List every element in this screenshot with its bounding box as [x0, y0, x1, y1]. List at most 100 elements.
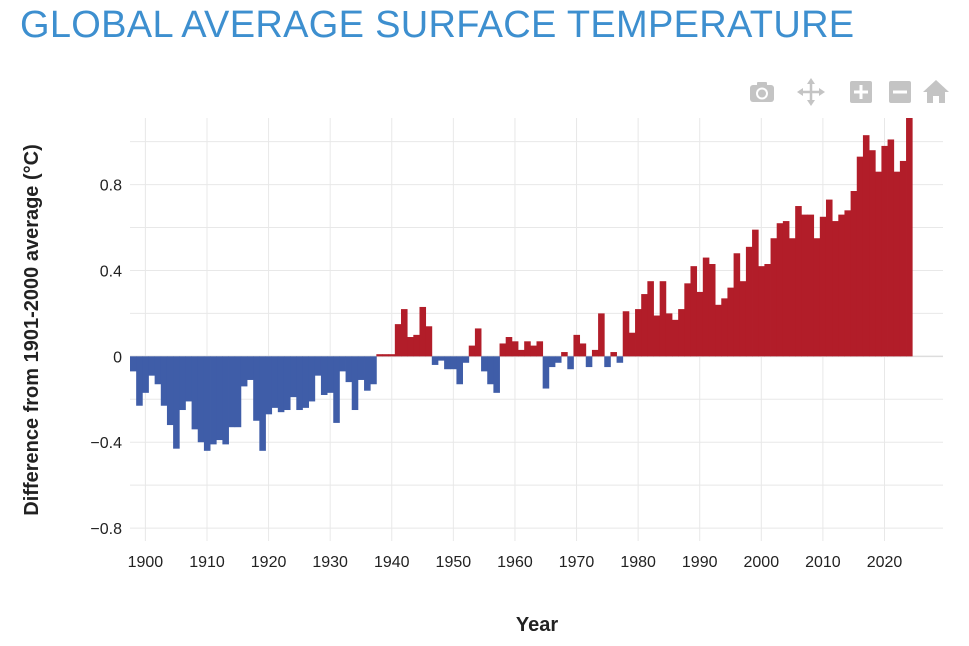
bar-1915[interactable]: [234, 356, 242, 428]
bar-1954[interactable]: [474, 328, 482, 357]
bar-1962[interactable]: [524, 341, 531, 357]
bar-1912[interactable]: [216, 356, 223, 441]
bar-1970[interactable]: [573, 334, 581, 357]
bar-1930[interactable]: [327, 356, 334, 393]
bar-1975[interactable]: [604, 356, 611, 368]
bar-1929[interactable]: [320, 356, 328, 395]
bar-1923[interactable]: [283, 356, 291, 411]
bar-2019[interactable]: [875, 171, 882, 357]
bar-1957[interactable]: [493, 356, 500, 393]
bar-1931[interactable]: [333, 356, 340, 423]
bar-2016[interactable]: [856, 156, 864, 357]
bar-1985[interactable]: [665, 313, 673, 357]
bar-1941[interactable]: [394, 324, 402, 357]
bar-1900[interactable]: [142, 356, 149, 393]
zoom-in-button[interactable]: [845, 76, 877, 108]
bar-1987[interactable]: [678, 309, 685, 357]
bar-2012[interactable]: [832, 221, 839, 357]
bar-1920[interactable]: [265, 356, 273, 415]
bar-1980[interactable]: [635, 309, 642, 357]
bar-2007[interactable]: [801, 214, 808, 357]
bar-1942[interactable]: [401, 309, 408, 357]
bar-1905[interactable]: [173, 356, 180, 449]
bar-2017[interactable]: [862, 135, 870, 357]
bar-2015[interactable]: [850, 191, 858, 357]
bar-1989[interactable]: [690, 266, 698, 357]
bar-2020[interactable]: [881, 145, 888, 357]
bar-1973[interactable]: [591, 349, 599, 357]
bar-2009[interactable]: [813, 238, 821, 357]
bar-1917[interactable]: [247, 356, 254, 380]
bar-2006[interactable]: [795, 206, 802, 357]
bar-1993[interactable]: [715, 304, 722, 357]
zoom-out-button[interactable]: [884, 76, 916, 108]
bar-1972[interactable]: [585, 356, 593, 368]
bar-1948[interactable]: [437, 356, 445, 361]
bar-1959[interactable]: [505, 337, 513, 357]
bar-2011[interactable]: [825, 199, 833, 357]
pan-button[interactable]: [795, 76, 827, 108]
bar-1982[interactable]: [647, 281, 654, 357]
bar-1956[interactable]: [487, 356, 494, 385]
bar-1976[interactable]: [610, 352, 617, 357]
bar-1934[interactable]: [351, 356, 359, 411]
bar-1949[interactable]: [444, 356, 451, 370]
bar-1921[interactable]: [271, 356, 279, 408]
bar-1966[interactable]: [548, 356, 556, 368]
bar-1925[interactable]: [296, 356, 303, 411]
bar-1958[interactable]: [499, 343, 507, 357]
bar-1906[interactable]: [179, 356, 186, 411]
bar-1922[interactable]: [277, 356, 285, 413]
bar-1955[interactable]: [481, 356, 488, 372]
bar-1953[interactable]: [468, 345, 476, 357]
camera-button[interactable]: [746, 76, 778, 108]
bar-2008[interactable]: [807, 214, 815, 357]
bar-1926[interactable]: [302, 356, 310, 408]
bar-2004[interactable]: [782, 221, 790, 357]
bar-1932[interactable]: [339, 356, 346, 372]
bar-2003[interactable]: [776, 223, 784, 357]
bar-2010[interactable]: [819, 216, 827, 357]
bar-1914[interactable]: [228, 356, 236, 428]
bar-1907[interactable]: [185, 356, 192, 402]
bar-2013[interactable]: [838, 214, 845, 357]
bar-1938[interactable]: [376, 354, 383, 357]
bar-2021[interactable]: [887, 139, 895, 357]
bar-1967[interactable]: [554, 356, 562, 363]
bar-2000[interactable]: [758, 266, 765, 357]
bar-1963[interactable]: [530, 345, 537, 357]
bar-1983[interactable]: [653, 315, 661, 357]
bar-1950[interactable]: [450, 356, 457, 370]
bar-1909[interactable]: [197, 356, 205, 443]
bar-1988[interactable]: [684, 283, 691, 357]
bar-1919[interactable]: [259, 356, 266, 451]
bar-2005[interactable]: [789, 238, 796, 357]
bar-2002[interactable]: [770, 238, 778, 357]
bar-1927[interactable]: [308, 356, 316, 402]
bar-1952[interactable]: [462, 356, 470, 363]
bar-1902[interactable]: [154, 356, 162, 385]
bar-1984[interactable]: [659, 281, 667, 357]
bar-1960[interactable]: [511, 341, 519, 357]
bar-1918[interactable]: [253, 356, 260, 421]
bar-1968[interactable]: [561, 352, 568, 357]
bar-1974[interactable]: [598, 313, 605, 357]
bar-1937[interactable]: [370, 356, 377, 385]
bar-1924[interactable]: [290, 356, 297, 398]
bar-1947[interactable]: [431, 356, 439, 365]
bar-2023[interactable]: [899, 160, 907, 357]
bar-2022[interactable]: [893, 171, 901, 357]
bar-1898[interactable]: [130, 356, 137, 372]
bar-1981[interactable]: [641, 294, 648, 357]
home-button[interactable]: [920, 76, 952, 108]
bar-1992[interactable]: [708, 264, 716, 357]
bar-1944[interactable]: [413, 334, 420, 357]
bar-1978[interactable]: [622, 311, 630, 357]
bar-1899[interactable]: [136, 356, 143, 406]
bar-1996[interactable]: [733, 253, 741, 357]
bar-1997[interactable]: [739, 281, 747, 357]
bar-2014[interactable]: [844, 210, 852, 357]
bar-1951[interactable]: [456, 356, 463, 385]
bar-1904[interactable]: [166, 356, 174, 426]
bar-1911[interactable]: [210, 356, 217, 445]
